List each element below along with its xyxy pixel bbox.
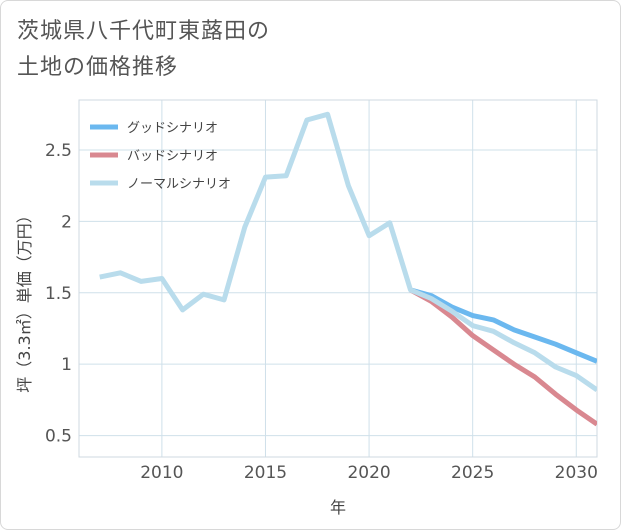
chart-title-line-2: 土地の価格推移	[17, 55, 179, 80]
x-tick-label: 2020	[347, 463, 390, 483]
legend-label-2: ノーマルシナリオ	[127, 177, 231, 192]
legend-label-0: グッドシナリオ	[127, 121, 218, 136]
plot-area-border	[78, 99, 598, 458]
x-tick-label: 2010	[140, 463, 183, 483]
series-layer	[99, 111, 597, 427]
series-line-0	[409, 287, 597, 364]
y-tick-label: 2.5	[45, 141, 72, 161]
y-tick-label: 1.5	[45, 284, 72, 304]
x-axis-label: 年	[330, 498, 346, 517]
legend-label-1: バッドシナリオ	[127, 149, 218, 164]
chart-title-line-1: 茨城県八千代町東蕗田の	[17, 19, 271, 44]
x-tick-label: 2015	[244, 463, 287, 483]
tick-labels: 2010 2015 2020 2025 2030 0.5 1 1.5 2 2.5	[45, 141, 598, 483]
y-tick-label: 2	[61, 212, 72, 232]
x-tick-label: 2025	[451, 463, 494, 483]
series-line-2	[99, 111, 597, 392]
series-line-1	[409, 287, 597, 427]
y-tick-label: 0.5	[45, 427, 72, 447]
y-tick-label: 1	[61, 355, 72, 375]
chart-title: 茨城県八千代町東蕗田の 土地の価格推移	[17, 14, 377, 86]
y-axis-label: 坪（3.3㎡）単価（万円）	[15, 207, 34, 392]
x-tick-label: 2030	[555, 463, 598, 483]
grid-lines	[79, 100, 597, 457]
